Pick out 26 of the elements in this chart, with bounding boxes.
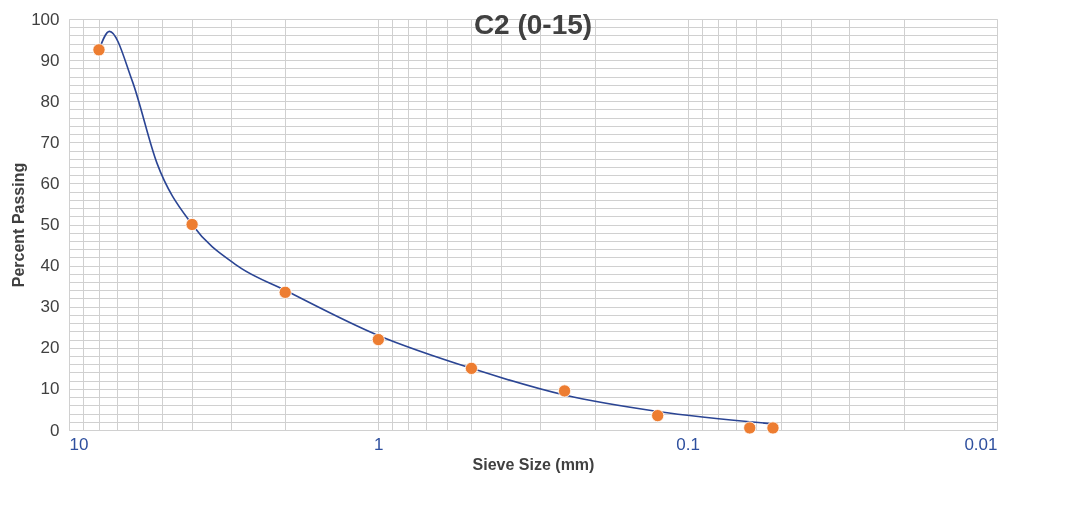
chart-title: C2 (0-15) xyxy=(473,9,593,40)
y-tick-label: 0 xyxy=(50,420,60,440)
x-axis-title: Sieve Size (mm) xyxy=(472,455,595,473)
point xyxy=(185,217,199,232)
y-tick-label: 100 xyxy=(31,9,60,29)
point xyxy=(371,333,385,347)
y-tick-label: 90 xyxy=(40,50,60,70)
x-tick-label: 10 xyxy=(69,434,89,454)
point xyxy=(743,421,757,435)
y-tick-label: 70 xyxy=(40,132,60,152)
y-tick-label: 60 xyxy=(40,173,60,193)
y-tick-label: 20 xyxy=(40,338,60,358)
y-axis-title: Percent Passing xyxy=(10,162,28,288)
y-tick-label: 10 xyxy=(40,379,60,399)
point xyxy=(464,361,478,375)
y-tick-label: 30 xyxy=(40,297,60,317)
x-tick-label: 0.1 xyxy=(676,434,700,454)
x-tick-label: 0.01 xyxy=(964,434,998,454)
point xyxy=(278,285,292,299)
point xyxy=(558,384,572,398)
x-tick-label: 1 xyxy=(374,434,384,454)
y-tick-label: 50 xyxy=(40,215,60,234)
point xyxy=(92,43,106,57)
point xyxy=(651,409,665,423)
y-tick-label: 80 xyxy=(40,91,60,111)
y-tick-label: 40 xyxy=(40,256,60,276)
